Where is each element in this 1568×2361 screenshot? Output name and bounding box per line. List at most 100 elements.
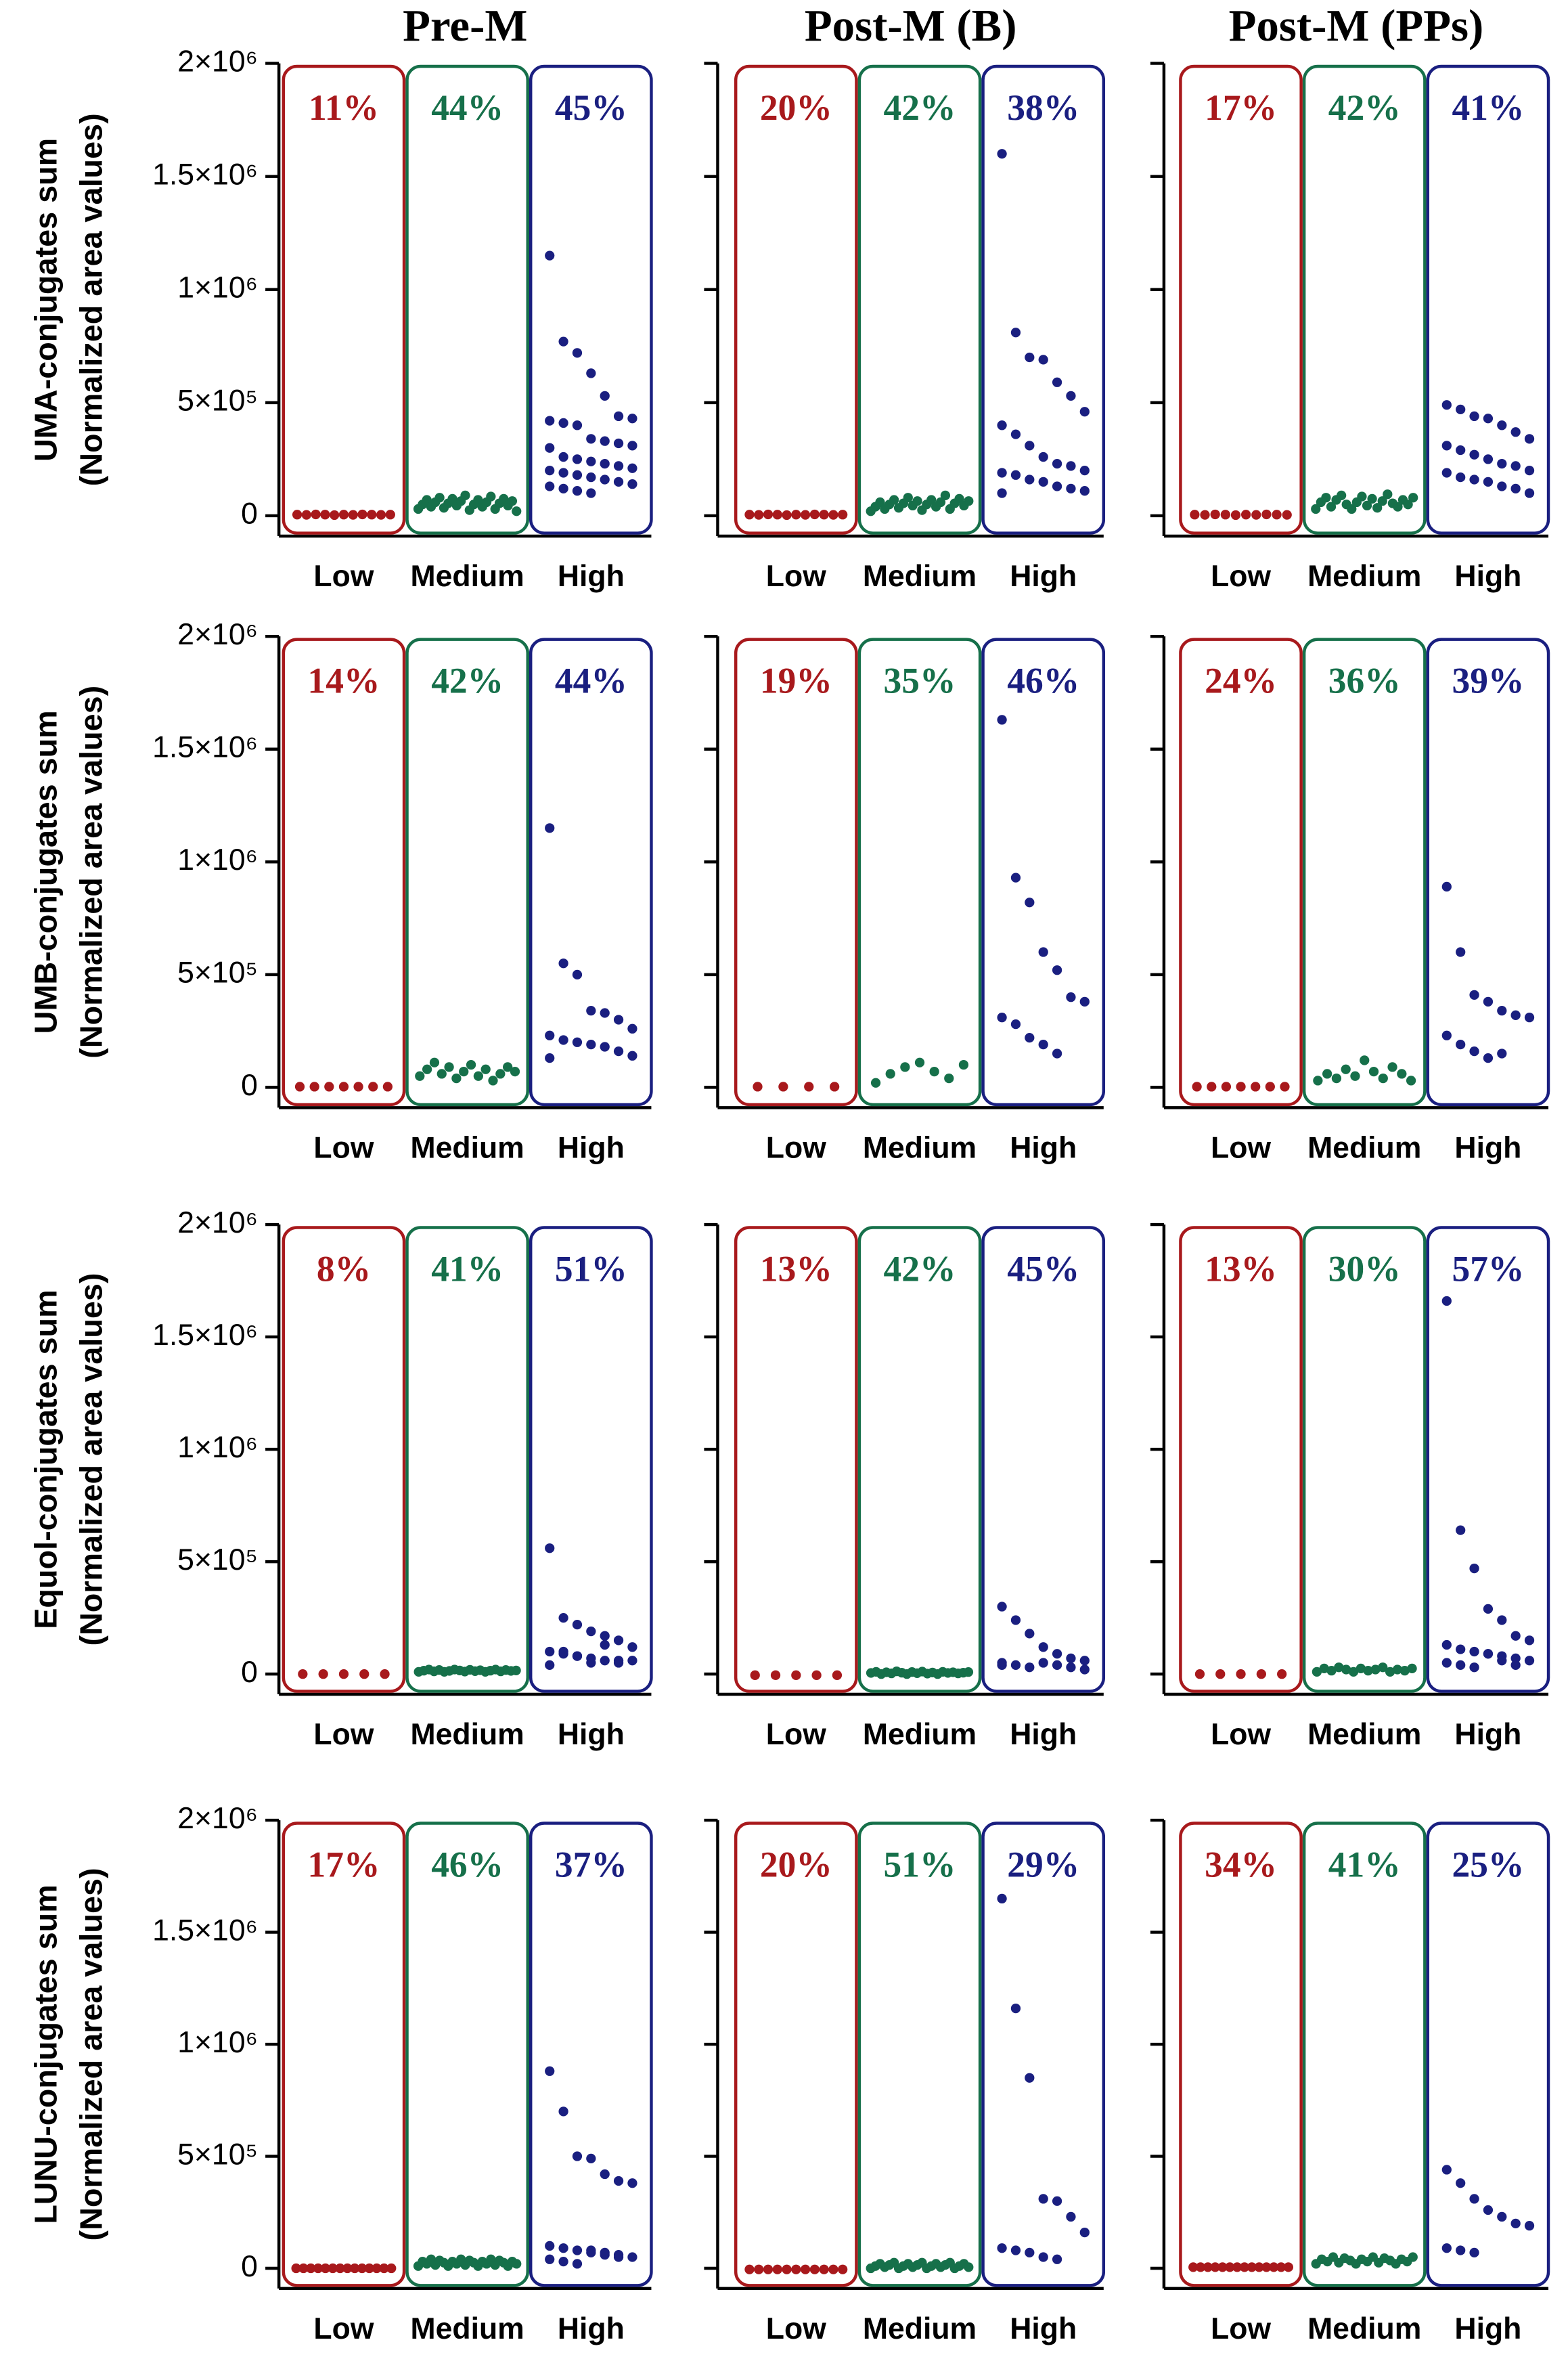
group-box: [1302, 1822, 1427, 2287]
y-tick-label: 5×10⁵: [177, 956, 258, 990]
data-point: [1066, 992, 1076, 1002]
data-point: [357, 2263, 367, 2274]
data-point: [1483, 477, 1494, 487]
data-point: [1497, 481, 1507, 491]
share-label: 39%: [1452, 661, 1524, 701]
data-point: [997, 715, 1007, 725]
group-box: [529, 638, 653, 1107]
data-point: [1236, 1669, 1246, 1679]
y-tick-label: 2×10⁶: [177, 618, 258, 651]
data-point: [545, 2066, 555, 2076]
data-point: [1276, 2262, 1286, 2272]
data-point: [1524, 465, 1535, 476]
data-point: [1010, 328, 1021, 338]
data-point: [1383, 489, 1393, 500]
data-point: [1362, 500, 1372, 511]
data-point: [997, 1013, 1007, 1023]
data-point: [627, 1051, 637, 1061]
data-point: [294, 1082, 305, 1092]
category-label: Low: [766, 1132, 826, 1165]
data-point: [627, 414, 637, 424]
data-point: [782, 2264, 792, 2274]
data-point: [1524, 1656, 1535, 1666]
data-point: [1215, 1669, 1226, 1679]
category-label: High: [1010, 1132, 1077, 1165]
data-point: [291, 2263, 301, 2274]
category-label: Medium: [410, 1132, 524, 1165]
data-point: [572, 2245, 583, 2255]
data-point: [1378, 1073, 1388, 1084]
data-point: [434, 493, 445, 503]
category-label: High: [558, 2312, 625, 2345]
data-point: [510, 1066, 520, 1077]
data-point: [338, 1082, 349, 1092]
data-point: [1510, 483, 1521, 493]
data-point: [1524, 488, 1535, 498]
data-point: [320, 510, 330, 520]
category-label: Medium: [863, 560, 977, 593]
data-point: [1441, 468, 1452, 478]
data-point: [997, 149, 1007, 159]
data-point: [1079, 2227, 1090, 2238]
y-axis-label: UMA-conjugates sum: [28, 138, 64, 462]
data-point: [586, 1626, 596, 1637]
category-label: Medium: [863, 1718, 977, 1751]
data-point: [415, 1071, 425, 1081]
data-point: [503, 1062, 513, 1072]
data-point: [1025, 441, 1035, 451]
group-box: [1179, 64, 1303, 535]
data-point: [512, 506, 522, 516]
data-point: [1195, 2262, 1206, 2272]
category-label: High: [558, 1132, 625, 1165]
data-point: [1254, 2262, 1264, 2272]
data-point: [1469, 2247, 1479, 2257]
data-point: [422, 1064, 432, 1074]
data-point: [1269, 2262, 1279, 2272]
data-point: [1357, 491, 1367, 502]
data-point: [1066, 1653, 1076, 1664]
data-point: [778, 1082, 788, 1092]
group-box: [405, 638, 529, 1107]
data-point: [1066, 483, 1076, 493]
y-axis-label: (Normalized area values): [73, 1868, 108, 2241]
data-point: [1510, 427, 1521, 437]
data-point: [1200, 510, 1210, 520]
data-point: [819, 510, 829, 520]
data-point: [429, 1057, 440, 1067]
share-label: 34%: [1205, 1845, 1277, 1885]
data-point: [600, 475, 610, 485]
data-point: [1524, 434, 1535, 444]
data-point: [572, 470, 583, 480]
data-point: [1372, 503, 1383, 513]
data-point: [1025, 2073, 1035, 2083]
data-point: [1456, 1660, 1466, 1671]
data-point: [929, 1066, 939, 1077]
data-point: [1331, 1073, 1342, 1084]
data-point: [800, 510, 811, 520]
data-point: [1469, 411, 1479, 422]
group-box: [857, 638, 982, 1107]
data-point: [572, 2151, 583, 2161]
data-point: [1025, 1032, 1035, 1043]
group-box: [857, 1822, 982, 2287]
data-point: [545, 1543, 555, 1553]
data-point: [1236, 1082, 1246, 1092]
y-tick-label: 1.5×10⁶: [152, 1319, 258, 1352]
data-point: [1265, 1082, 1275, 1092]
data-point: [804, 1082, 814, 1092]
data-point: [380, 1669, 390, 1679]
data-point: [1469, 2194, 1479, 2204]
group-box: [1426, 64, 1550, 535]
data-point: [1370, 1664, 1381, 1675]
category-label: High: [1454, 1718, 1521, 1751]
data-point: [1441, 1296, 1452, 1306]
data-point: [364, 2263, 374, 2274]
group-box: [857, 64, 982, 535]
data-point: [600, 1008, 610, 1018]
data-point: [1360, 1055, 1370, 1065]
data-point: [1456, 1644, 1466, 1654]
data-point: [750, 1670, 760, 1680]
data-point: [1207, 1082, 1217, 1092]
data-point: [1387, 1062, 1397, 1072]
data-point: [997, 1893, 1007, 1904]
